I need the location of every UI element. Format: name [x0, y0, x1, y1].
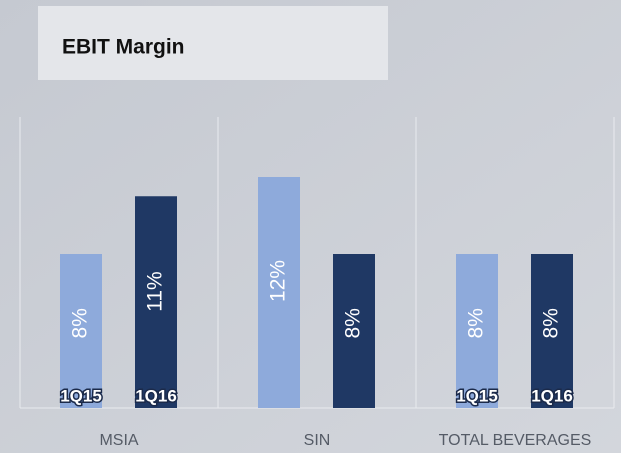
chart-title: EBIT Margin	[62, 36, 185, 59]
bar	[258, 177, 300, 408]
data-label: 12%	[267, 260, 290, 302]
data-label: 8%	[540, 308, 563, 338]
data-label: 8%	[465, 308, 488, 338]
x-tick-label: SIN	[304, 432, 331, 449]
x-tick-label: MSIA	[99, 432, 138, 449]
bar	[456, 254, 498, 408]
bar	[60, 254, 102, 408]
data-label: 8%	[69, 308, 92, 338]
bar	[333, 254, 375, 408]
series-label: 1Q15	[456, 386, 498, 405]
title-box	[38, 6, 388, 80]
series-label: 1Q15	[60, 386, 102, 405]
bar	[135, 196, 177, 408]
series-label: 1Q16	[135, 386, 177, 405]
data-label: 8%	[342, 308, 365, 338]
series-label: 1Q16	[531, 386, 573, 405]
bar	[531, 254, 573, 408]
plot-area: MSIA 8% 1Q15 11% 1Q16 SIN 12% 8% TOTAL BEVERAGES…	[19, 117, 615, 449]
data-label: 11%	[144, 271, 167, 311]
x-tick-label: TOTAL BEVERAGES	[439, 432, 592, 449]
